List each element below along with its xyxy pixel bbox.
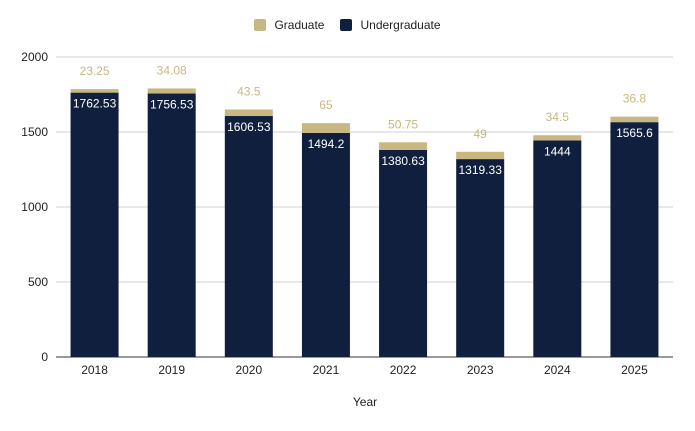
legend-item-undergraduate[interactable]: Undergraduate — [340, 18, 441, 32]
data-label-undergraduate-2020: 1606.53 — [227, 120, 271, 134]
bar-graduate-2018[interactable] — [70, 89, 119, 93]
data-label-undergraduate-2023: 1319.33 — [458, 163, 502, 177]
y-tick-label-500: 500 — [28, 275, 48, 289]
data-label-graduate-2018: 23.25 — [80, 64, 110, 78]
bar-undergraduate-2018[interactable] — [70, 92, 119, 358]
data-label-undergraduate-2018: 1762.53 — [73, 97, 117, 111]
bar-undergraduate-2019[interactable] — [147, 93, 196, 357]
bar-undergraduate-2023[interactable] — [456, 159, 505, 357]
y-tick-label-1500: 1500 — [21, 125, 48, 139]
x-tick-label-2022: 2022 — [390, 363, 417, 377]
data-label-graduate-2022: 50.75 — [388, 117, 418, 131]
y-tick-label-0: 0 — [41, 350, 48, 364]
y-tick-label-1000: 1000 — [21, 200, 48, 214]
bar-graduate-2021[interactable] — [301, 123, 350, 133]
x-tick-label-2020: 2020 — [235, 363, 262, 377]
bar-undergraduate-2025[interactable] — [610, 122, 659, 357]
data-label-undergraduate-2022: 1380.63 — [381, 154, 425, 168]
bar-graduate-2024[interactable] — [533, 135, 582, 141]
bar-graduate-2023[interactable] — [456, 151, 505, 160]
x-tick-label-2024: 2024 — [544, 363, 571, 377]
bar-undergraduate-2024[interactable] — [533, 140, 582, 357]
y-tick-label-2000: 2000 — [21, 50, 48, 64]
data-label-graduate-2024: 34.5 — [546, 110, 570, 124]
legend-label-undergraduate: Undergraduate — [360, 18, 441, 32]
bar-graduate-2019[interactable] — [147, 88, 196, 94]
x-tick-label-2021: 2021 — [313, 363, 340, 377]
legend-swatch-undergraduate — [340, 19, 353, 31]
data-label-undergraduate-2021: 1494.2 — [308, 137, 345, 151]
bar-graduate-2020[interactable] — [224, 109, 273, 117]
data-label-graduate-2020: 43.5 — [237, 84, 261, 98]
x-axis-label: Year — [353, 395, 377, 409]
data-label-graduate-2021: 65 — [319, 98, 333, 112]
x-tick-label-2018: 2018 — [81, 363, 108, 377]
legend-swatch-graduate — [254, 19, 267, 31]
legend: Graduate Undergraduate — [0, 18, 695, 32]
data-label-graduate-2019: 34.08 — [157, 63, 187, 77]
bar-undergraduate-2020[interactable] — [224, 116, 273, 357]
x-tick-label-2025: 2025 — [621, 363, 648, 377]
x-tick-label-2019: 2019 — [158, 363, 185, 377]
legend-label-graduate: Graduate — [274, 18, 325, 32]
bar-undergraduate-2022[interactable] — [379, 149, 428, 357]
data-label-graduate-2023: 49 — [474, 127, 488, 141]
data-label-undergraduate-2025: 1565.6 — [616, 126, 653, 140]
bar-graduate-2022[interactable] — [379, 142, 428, 150]
data-label-graduate-2025: 36.8 — [623, 92, 647, 106]
x-tick-label-2023: 2023 — [467, 363, 494, 377]
legend-item-graduate[interactable]: Graduate — [254, 18, 324, 32]
bar-undergraduate-2021[interactable] — [301, 132, 350, 357]
bar-graduate-2025[interactable] — [610, 116, 659, 123]
data-label-undergraduate-2019: 1756.53 — [150, 98, 194, 112]
data-label-undergraduate-2024: 1444 — [544, 144, 571, 158]
